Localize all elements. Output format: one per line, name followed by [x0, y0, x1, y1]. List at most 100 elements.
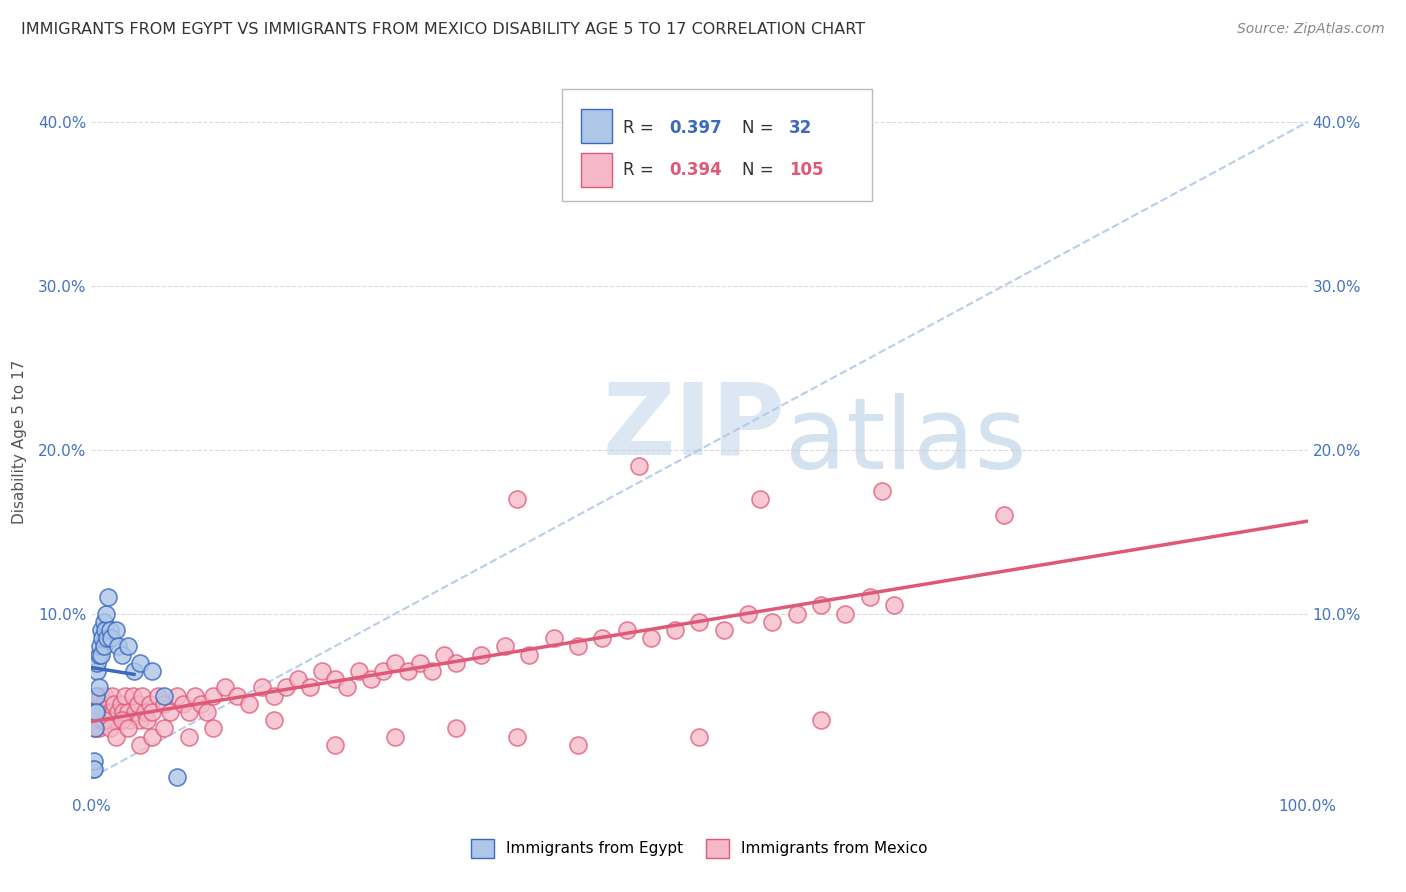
Point	[591, 631, 613, 645]
Point	[83, 705, 105, 719]
Point	[87, 648, 110, 662]
Point	[640, 631, 662, 645]
Point	[263, 689, 285, 703]
Point	[83, 754, 105, 768]
Point	[166, 771, 188, 785]
Text: 0.394: 0.394	[669, 161, 723, 178]
Point	[91, 631, 114, 645]
Text: R =: R =	[623, 161, 659, 178]
Point	[664, 623, 686, 637]
Point	[89, 689, 111, 703]
Point	[107, 640, 129, 654]
Point	[238, 697, 260, 711]
Point	[84, 689, 107, 703]
Point	[166, 689, 188, 703]
Point	[111, 705, 134, 719]
Point	[84, 722, 107, 736]
Point	[444, 722, 467, 736]
Point	[153, 697, 176, 711]
Point	[761, 615, 783, 629]
Point	[122, 664, 145, 678]
Point	[100, 713, 122, 727]
Point	[993, 508, 1015, 523]
Point	[409, 656, 432, 670]
Point	[883, 599, 905, 613]
Point	[114, 689, 136, 703]
Point	[117, 705, 139, 719]
Point	[86, 656, 108, 670]
Point	[93, 615, 115, 629]
Point	[567, 640, 589, 654]
Text: 105: 105	[789, 161, 824, 178]
Point	[688, 730, 710, 744]
Point	[90, 648, 112, 662]
Text: 32: 32	[789, 119, 813, 136]
Point	[111, 713, 134, 727]
Point	[506, 491, 529, 506]
Point	[195, 705, 218, 719]
Point	[96, 631, 118, 645]
Point	[323, 738, 346, 752]
Point	[97, 591, 120, 605]
Point	[93, 697, 115, 711]
Point	[134, 705, 156, 719]
Point	[250, 681, 273, 695]
Point	[433, 648, 456, 662]
Legend: Immigrants from Egypt, Immigrants from Mexico: Immigrants from Egypt, Immigrants from M…	[465, 833, 934, 863]
Point	[91, 705, 114, 719]
Point	[94, 623, 117, 637]
Point	[124, 705, 146, 719]
Point	[420, 664, 443, 678]
Point	[153, 722, 176, 736]
Point	[373, 664, 395, 678]
Point	[103, 697, 125, 711]
Point	[100, 631, 122, 645]
Point	[810, 713, 832, 727]
Point	[111, 648, 134, 662]
Point	[103, 705, 125, 719]
Point	[172, 697, 194, 711]
Point	[567, 738, 589, 752]
Point	[749, 491, 772, 506]
Point	[190, 697, 212, 711]
Point	[688, 615, 710, 629]
Point	[84, 689, 107, 703]
Point	[859, 591, 882, 605]
Point	[129, 656, 152, 670]
Text: ZIP: ZIP	[602, 379, 785, 476]
Point	[177, 730, 200, 744]
Point	[104, 623, 127, 637]
Point	[517, 648, 540, 662]
Point	[627, 459, 650, 474]
Point	[616, 623, 638, 637]
Point	[159, 705, 181, 719]
Point	[104, 730, 127, 744]
Point	[110, 697, 132, 711]
Point	[494, 640, 516, 654]
Point	[87, 681, 110, 695]
Point	[184, 689, 207, 703]
Point	[810, 599, 832, 613]
Point	[93, 713, 115, 727]
Point	[870, 483, 893, 498]
Point	[94, 689, 117, 703]
Point	[506, 730, 529, 744]
Point	[347, 664, 370, 678]
Point	[97, 697, 120, 711]
Point	[274, 681, 297, 695]
Point	[177, 705, 200, 719]
Point	[98, 623, 121, 637]
Point	[543, 631, 565, 645]
Point	[311, 664, 333, 678]
Point	[129, 713, 152, 727]
Point	[87, 722, 110, 736]
Point	[384, 730, 406, 744]
Point	[107, 705, 129, 719]
Point	[202, 722, 225, 736]
Point	[104, 713, 127, 727]
Point	[263, 713, 285, 727]
Point	[117, 640, 139, 654]
Y-axis label: Disability Age 5 to 17: Disability Age 5 to 17	[11, 359, 27, 524]
Point	[153, 689, 176, 703]
Point	[786, 607, 808, 621]
